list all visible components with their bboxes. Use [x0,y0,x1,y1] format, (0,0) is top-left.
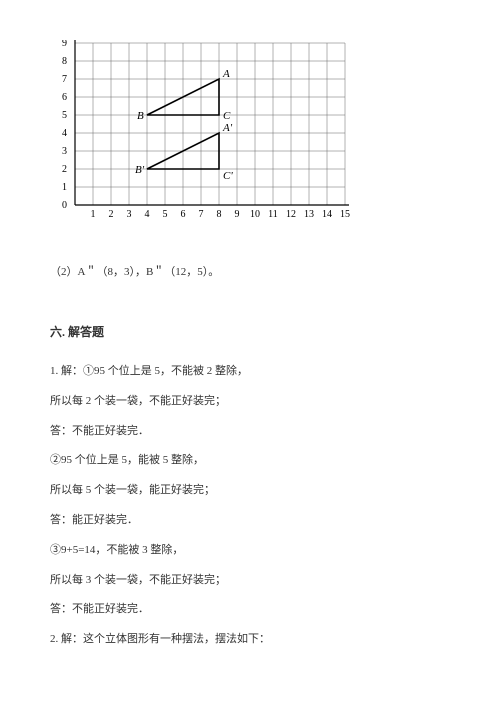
coordinate-answer: （2）A＂（8，3），B＂（12，5）。 [50,263,450,283]
answer-line: ③9+5=14，不能被 3 整除， [50,541,450,561]
answer-line: 2. 解：这个立体图形有一种摆法，摆法如下： [50,630,450,650]
svg-text:7: 7 [62,74,67,85]
svg-text:9: 9 [235,209,240,220]
answer-line: 答：能正好装完． [50,511,450,531]
svg-text:11: 11 [268,209,278,220]
svg-text:4: 4 [62,128,67,139]
svg-text:5: 5 [62,110,67,121]
svg-text:10: 10 [250,209,260,220]
svg-text:2: 2 [62,164,67,175]
svg-text:B': B' [135,164,145,176]
svg-text:9: 9 [62,40,67,49]
svg-text:4: 4 [145,209,150,220]
svg-text:6: 6 [181,209,186,220]
svg-text:13: 13 [304,209,314,220]
svg-text:C: C [223,110,231,122]
svg-text:5: 5 [163,209,168,220]
svg-text:A': A' [222,122,233,134]
answer-line: 所以每 2 个装一袋，不能正好装完； [50,392,450,412]
svg-text:7: 7 [199,209,204,220]
svg-text:12: 12 [286,209,296,220]
svg-text:C': C' [223,170,233,182]
svg-text:1: 1 [62,182,67,193]
answer-line: 答：不能正好装完． [50,600,450,620]
svg-text:0: 0 [62,200,67,211]
svg-text:15: 15 [340,209,350,220]
svg-text:8: 8 [217,209,222,220]
svg-text:6: 6 [62,92,67,103]
grid-chart: 0123456789123456789101112131415BCAB'C'A' [50,40,450,233]
svg-text:A: A [222,68,230,80]
answer-line: ②95 个位上是 5，能被 5 整除， [50,451,450,471]
svg-text:B: B [137,110,144,122]
answer-line: 所以每 5 个装一袋，能正好装完； [50,481,450,501]
section-title: 六. 解答题 [50,322,450,344]
svg-text:2: 2 [109,209,114,220]
answer-line: 1. 解：①95 个位上是 5，不能被 2 整除， [50,362,450,382]
svg-text:1: 1 [91,209,96,220]
answer-line: 所以每 3 个装一袋，不能正好装完； [50,571,450,591]
svg-text:14: 14 [322,209,332,220]
answer-line: 答：不能正好装完． [50,422,450,442]
svg-text:3: 3 [127,209,132,220]
svg-text:8: 8 [62,56,67,67]
svg-text:3: 3 [62,146,67,157]
